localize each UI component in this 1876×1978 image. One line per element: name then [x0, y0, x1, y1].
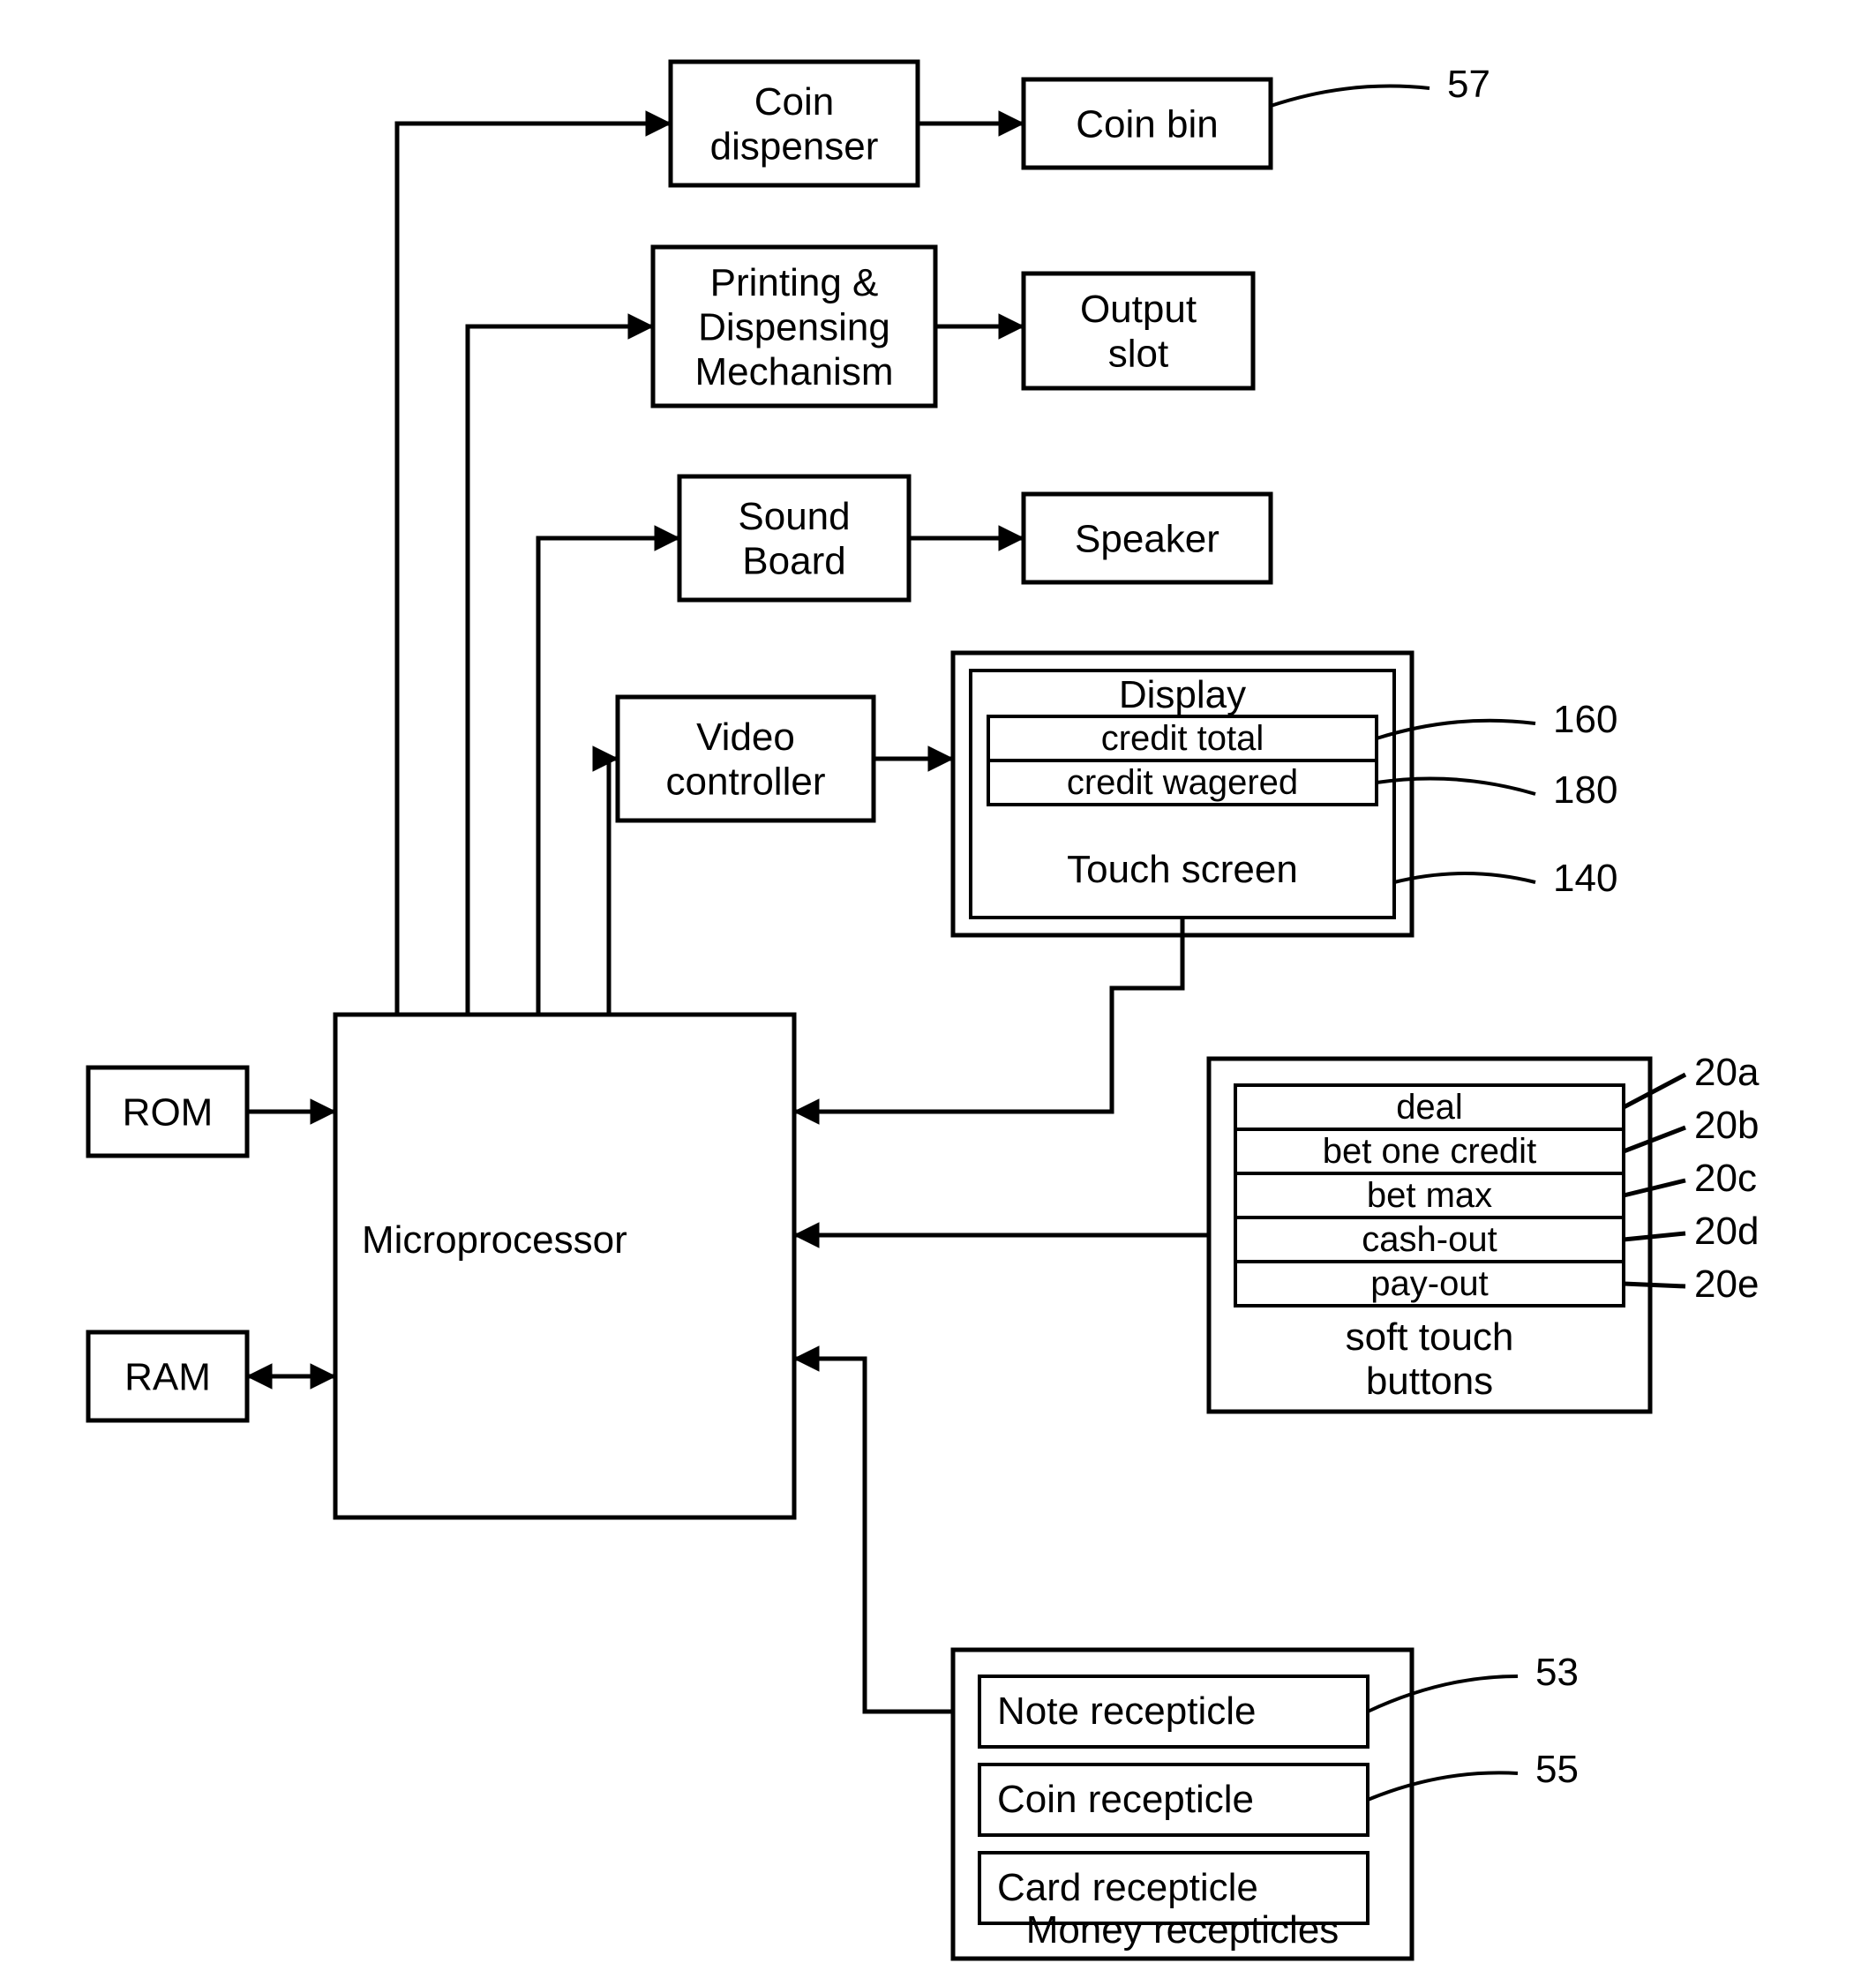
arrowhead-icon: [655, 526, 679, 551]
coin_dispenser-label: dispenser: [710, 125, 879, 169]
output_slot-label: Output: [1080, 288, 1197, 331]
touch-screen-label: Touch screen: [1067, 848, 1298, 891]
callout-lead: [1368, 1676, 1518, 1712]
arrowhead-icon: [593, 746, 618, 771]
arrowhead-icon: [999, 111, 1024, 136]
stb-ref-4: 20e: [1694, 1262, 1759, 1306]
stb-callout-1: [1624, 1128, 1685, 1151]
stb-ref-2: 20c: [1694, 1157, 1757, 1200]
callout-57: 57: [1447, 63, 1490, 106]
arrowhead-icon: [646, 111, 671, 136]
arrowhead-icon: [999, 314, 1024, 339]
print_mech-label: Dispensing: [698, 305, 890, 348]
callout-lead: [1271, 86, 1430, 107]
arrowhead-icon: [311, 1364, 335, 1389]
callout-160: 160: [1553, 698, 1617, 741]
arrowhead-icon: [999, 526, 1024, 551]
arrowhead-icon: [311, 1099, 335, 1124]
sound_board-label: Board: [742, 540, 845, 583]
stb-caption-1: buttons: [1366, 1360, 1493, 1403]
wire-money-micro: [794, 1359, 953, 1712]
stb-row-1-label: bet one credit: [1323, 1132, 1536, 1171]
display-title: Display: [1119, 673, 1246, 716]
stb-row-3-label: cash-out: [1362, 1220, 1497, 1259]
arrowhead-icon: [794, 1099, 819, 1124]
callout-55: 55: [1535, 1748, 1579, 1791]
credit-total-label: credit total: [1101, 719, 1264, 758]
card-rec-label: Card recepticle: [997, 1866, 1258, 1909]
stb-row-2-label: bet max: [1367, 1176, 1492, 1215]
coin_bin-label: Coin bin: [1076, 102, 1218, 146]
note-rec-label: Note recepticle: [997, 1690, 1256, 1733]
video_ctrl-label: Video: [696, 716, 795, 759]
arrowhead-icon: [247, 1364, 272, 1389]
ram-label: RAM: [124, 1355, 211, 1398]
callout-lead: [1377, 721, 1535, 738]
stb-callout-3: [1624, 1233, 1685, 1240]
stb-ref-0: 20a: [1694, 1051, 1760, 1094]
wire-micro-print: [468, 326, 653, 1015]
money-caption: Money recepticles: [1026, 1908, 1339, 1952]
video_ctrl-label: controller: [666, 760, 826, 804]
speaker-label: Speaker: [1075, 517, 1219, 560]
rom-label: ROM: [123, 1090, 214, 1134]
wire-touch-micro: [794, 918, 1182, 1112]
stb-ref-1: 20b: [1694, 1104, 1759, 1147]
callout-lead: [1394, 873, 1535, 882]
stb-callout-4: [1624, 1284, 1685, 1286]
arrowhead-icon: [794, 1223, 819, 1247]
stb-row-4-label: pay-out: [1370, 1264, 1488, 1303]
callout-140: 140: [1553, 857, 1617, 900]
stb-callout-2: [1624, 1180, 1685, 1195]
stb-ref-3: 20d: [1694, 1210, 1759, 1253]
callout-lead: [1377, 778, 1535, 794]
arrowhead-icon: [628, 314, 653, 339]
micro-label: Microprocessor: [362, 1218, 627, 1262]
output_slot-label: slot: [1108, 333, 1168, 376]
arrowhead-icon: [928, 746, 953, 771]
credit-wagered-label: credit wagered: [1067, 763, 1298, 802]
sound_board-label: Sound: [738, 495, 850, 538]
coin_dispenser-label: Coin: [754, 80, 835, 124]
callout-180: 180: [1553, 768, 1617, 812]
print_mech-label: Printing &: [710, 261, 879, 304]
wire-micro-coindisp: [397, 124, 671, 1015]
arrowhead-icon: [794, 1346, 819, 1371]
callout-53: 53: [1535, 1651, 1579, 1694]
callout-lead: [1368, 1772, 1518, 1800]
stb-callout-0: [1624, 1075, 1685, 1107]
print_mech-label: Mechanism: [695, 350, 894, 393]
micro: [335, 1015, 794, 1517]
stb-caption-0: soft touch: [1346, 1315, 1514, 1359]
stb-row-0-label: deal: [1396, 1088, 1463, 1127]
coin-rec-label: Coin recepticle: [997, 1778, 1254, 1821]
